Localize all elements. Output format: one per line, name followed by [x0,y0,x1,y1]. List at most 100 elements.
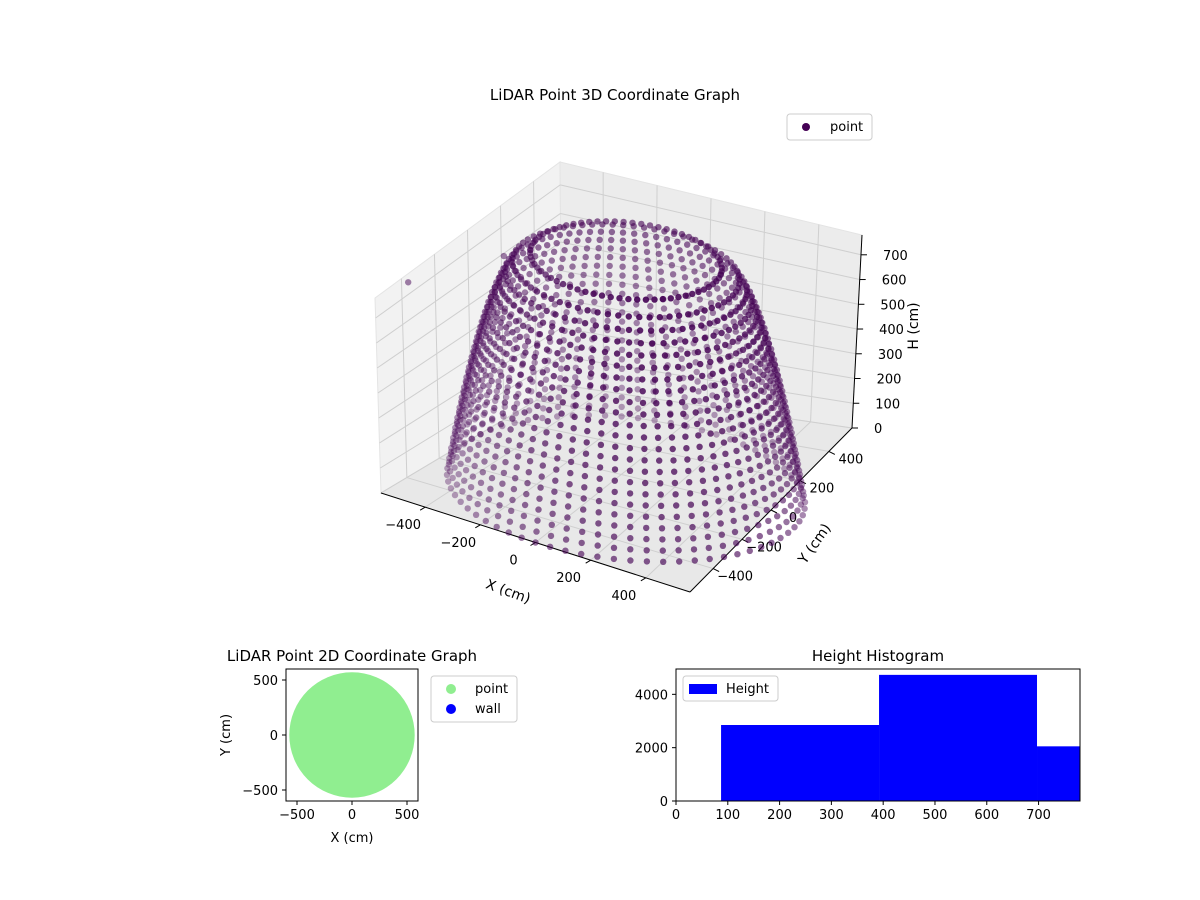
point-3d [728,284,736,291]
point-3d [456,404,463,411]
point-3d [775,386,782,393]
point-3d-outlier-0 [404,279,412,286]
point-3d [477,393,484,400]
point-3d [557,375,564,382]
point-3d [757,345,765,352]
point-3d [518,534,525,541]
point-3d [676,336,684,343]
point-3d [708,266,716,273]
point-3d [571,413,578,421]
point-3d [727,495,735,502]
point-3d [789,435,796,443]
point-3d [669,326,676,334]
point-3d [770,356,778,363]
chart-2d-title: LiDAR Point 2D Coordinate Graph [227,647,477,665]
point-3d [777,396,785,403]
point-3d [626,410,633,417]
point-3d [675,293,682,301]
point-3d [782,441,790,448]
point-3d [785,491,793,499]
point-3d [480,319,487,326]
point-3d [538,473,545,480]
point-3d [788,447,795,455]
point-3d [518,431,525,438]
point-3d [457,460,464,467]
point-3d [752,304,759,311]
point-3d [487,351,495,358]
point-3d [769,388,777,396]
point-3d [755,521,762,529]
point-3d [797,484,804,491]
x-axis-label-3d: X (cm) [484,577,533,608]
point-3d [542,376,550,383]
point-3d [540,451,548,458]
point-3d [666,399,673,407]
point-3d [752,446,759,454]
point-3d [770,404,777,411]
point-3d [550,225,557,233]
point-3d [497,324,504,331]
point-3d [762,330,769,337]
point-3d [771,361,778,368]
point-3d [468,381,476,388]
point-3d [656,468,663,476]
point-3d [684,241,691,248]
point-3d [493,356,501,363]
point-3d [651,226,658,233]
point-3d [457,498,464,505]
point-3d [707,430,714,437]
point-3d [790,486,797,493]
point-3d [651,364,658,371]
point-3d [721,314,728,322]
legend-3d-marker [802,123,810,131]
point-3d [776,410,784,418]
histogram-x-tick-label-0: 0 [672,808,680,823]
point-3d [482,517,489,525]
point-3d [639,399,647,407]
point-3d [741,433,748,440]
point-3d [733,388,740,395]
point-3d [654,423,661,430]
point-3d [601,412,609,419]
point-3d [745,455,752,462]
point-3d [592,322,599,329]
histogram-axes: 0 100 200 300 400 500 600 700 0 2000 4000 [635,688,1051,823]
point-3d [655,446,662,453]
point-3d [790,458,797,465]
point-3d [513,344,521,352]
point-3d [799,512,806,519]
point-3d [720,553,728,561]
point-3d [541,386,549,393]
point-3d [735,458,742,466]
point-3d [458,398,465,405]
point-3d [763,452,770,460]
point-3d [487,298,494,306]
point-3d [448,457,456,465]
point-cloud-2d [289,672,415,798]
point-3d [586,393,593,400]
point-3d [471,416,478,423]
point-3d [638,352,645,359]
grid-3d-z-right-7 [560,184,862,256]
point-3d [708,304,715,312]
point-3d [473,414,480,421]
point-3d [542,271,549,278]
point-3d [579,528,586,535]
point-3d [491,367,498,374]
point-3d [677,346,685,353]
point-3d [728,269,736,277]
point-3d [595,509,602,516]
point-3d [500,361,507,368]
point-3d [762,409,770,416]
point-3d [496,345,503,353]
point-3d [741,331,749,338]
point-3d [618,375,625,382]
point-3d [786,464,793,471]
point-3d [549,323,556,330]
point-3d [661,352,669,359]
point-3d [614,338,621,345]
point-3d [752,365,759,372]
point-3d [463,382,470,389]
point-3d [636,327,644,334]
point-3d [467,484,475,491]
